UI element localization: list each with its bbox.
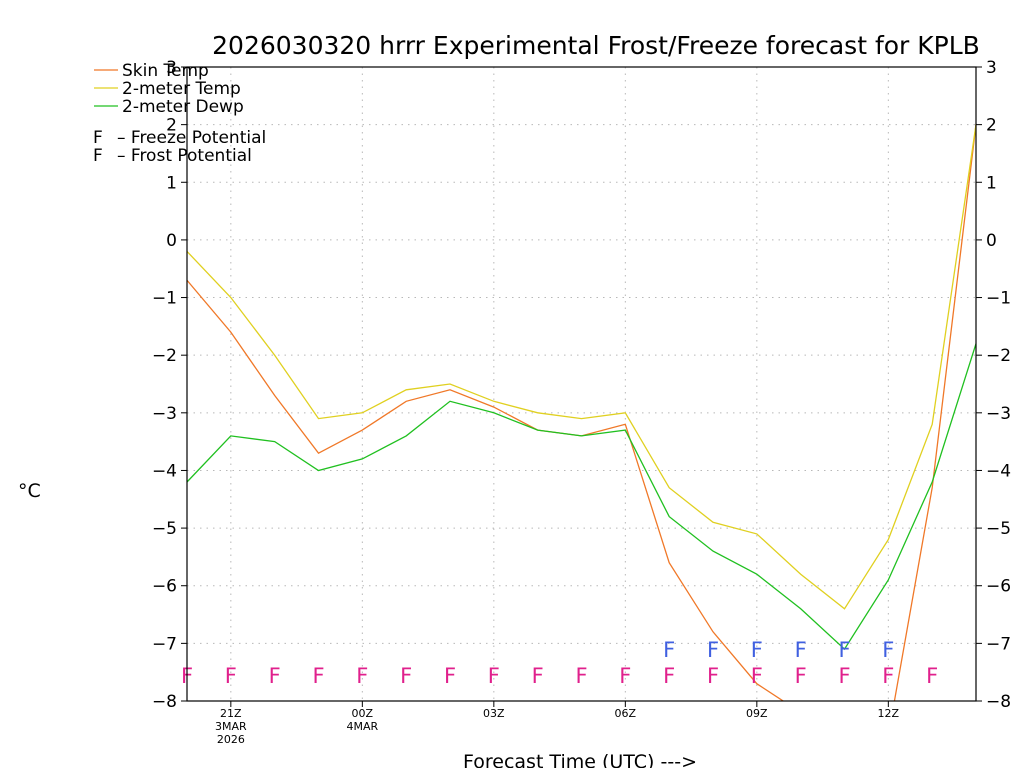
series-line-2-meter-temp [187,124,976,610]
y-tick-label-right: −7 [986,634,1011,654]
legend-label: Skin Temp [122,61,209,81]
series-line-2-meter-dewp [187,343,976,651]
freeze-marker: F [225,664,237,688]
y-tick-label-left: −6 [152,577,177,597]
freeze-marker: F [795,664,807,688]
legend-marker-label: – Freeze Potential [117,128,266,148]
y-tick-label-left: 1 [166,173,177,193]
frost-marker: F [663,638,675,662]
freeze-marker: F [532,664,544,688]
freeze-marker: F [926,664,938,688]
freeze-marker: F [619,664,631,688]
freeze-marker: F [707,664,719,688]
x-tick-label: 06Z [615,707,637,720]
x-axis-label: Forecast Time (UTC) ---> [463,751,697,768]
y-tick-label-right: −3 [986,404,1011,424]
y-tick-label-left: −8 [152,692,177,712]
legend-marker-letter: F [93,128,103,148]
axes: 3 3 2 2 1 1 0 0 −1 −1 −2 −2 −3 −3 −4 −4 −5 −5 −6 −6 −7 −7 −8 −8… [152,58,1011,746]
y-tick-label-left: 0 [166,231,177,251]
frost-marker: F [882,638,894,662]
x-tick-label: 00Z [352,707,374,720]
freeze-marker: F [751,664,763,688]
legend-marker-label: – Frost Potential [117,146,252,166]
y-tick-label-left: −3 [152,404,177,424]
y-tick-label-right: −6 [986,577,1011,597]
y-tick-label-left: 3 [166,58,177,78]
y-tick-label-right: −4 [986,461,1011,481]
y-tick-label-right: 0 [986,231,997,251]
freeze-marker: F [488,664,500,688]
y-tick-label-right: 3 [986,58,997,78]
chart-title: 2026030320 hrrr Experimental Frost/Freez… [212,31,980,60]
y-tick-label-left: −1 [152,289,177,309]
frost-freeze-markers: F F F F F F F F F F F F F F F F F FF F F F F F [181,638,938,688]
legend-marker-letter: F [93,146,103,166]
x-tick-label: 3MAR [215,720,247,733]
freeze-marker: F [356,664,368,688]
y-tick-label-right: 1 [986,173,997,193]
y-tick-label-left: −4 [152,461,177,481]
freeze-marker: F [838,664,850,688]
y-tick-label-right: −5 [986,519,1011,539]
freeze-marker: F [663,664,675,688]
plot-frame [186,66,977,702]
x-tick-label: 2026 [217,733,245,746]
x-tick-label: 21Z [220,707,242,720]
y-axis-label: °C [18,480,41,502]
freeze-marker: F [444,664,456,688]
y-tick-label-left: −2 [152,346,177,366]
frost-marker: F [751,638,763,662]
frost-marker: F [838,638,850,662]
legend-label: 2-meter Dewp [122,97,244,117]
y-tick-label-right: −2 [986,346,1011,366]
legend-label: 2-meter Temp [122,79,241,99]
y-tick-label-left: 2 [166,116,177,136]
y-tick-label-right: −8 [986,692,1011,712]
x-tick-label: 09Z [746,707,768,720]
freeze-marker: F [400,664,412,688]
freeze-marker: F [269,664,281,688]
y-tick-label-right: 2 [986,116,997,136]
x-tick-label: 03Z [483,707,505,720]
frost-marker: F [707,638,719,662]
freeze-marker: F [882,664,894,688]
y-tick-label-right: −1 [986,289,1011,309]
y-tick-label-left: −7 [152,634,177,654]
x-tick-label: 12Z [878,707,900,720]
y-tick-label-left: −5 [152,519,177,539]
freeze-marker: F [575,664,587,688]
freeze-marker: F [312,664,324,688]
grid [187,67,976,701]
frost-marker: F [795,638,807,662]
x-tick-label: 4MAR [346,720,378,733]
series-lines [187,124,976,701]
